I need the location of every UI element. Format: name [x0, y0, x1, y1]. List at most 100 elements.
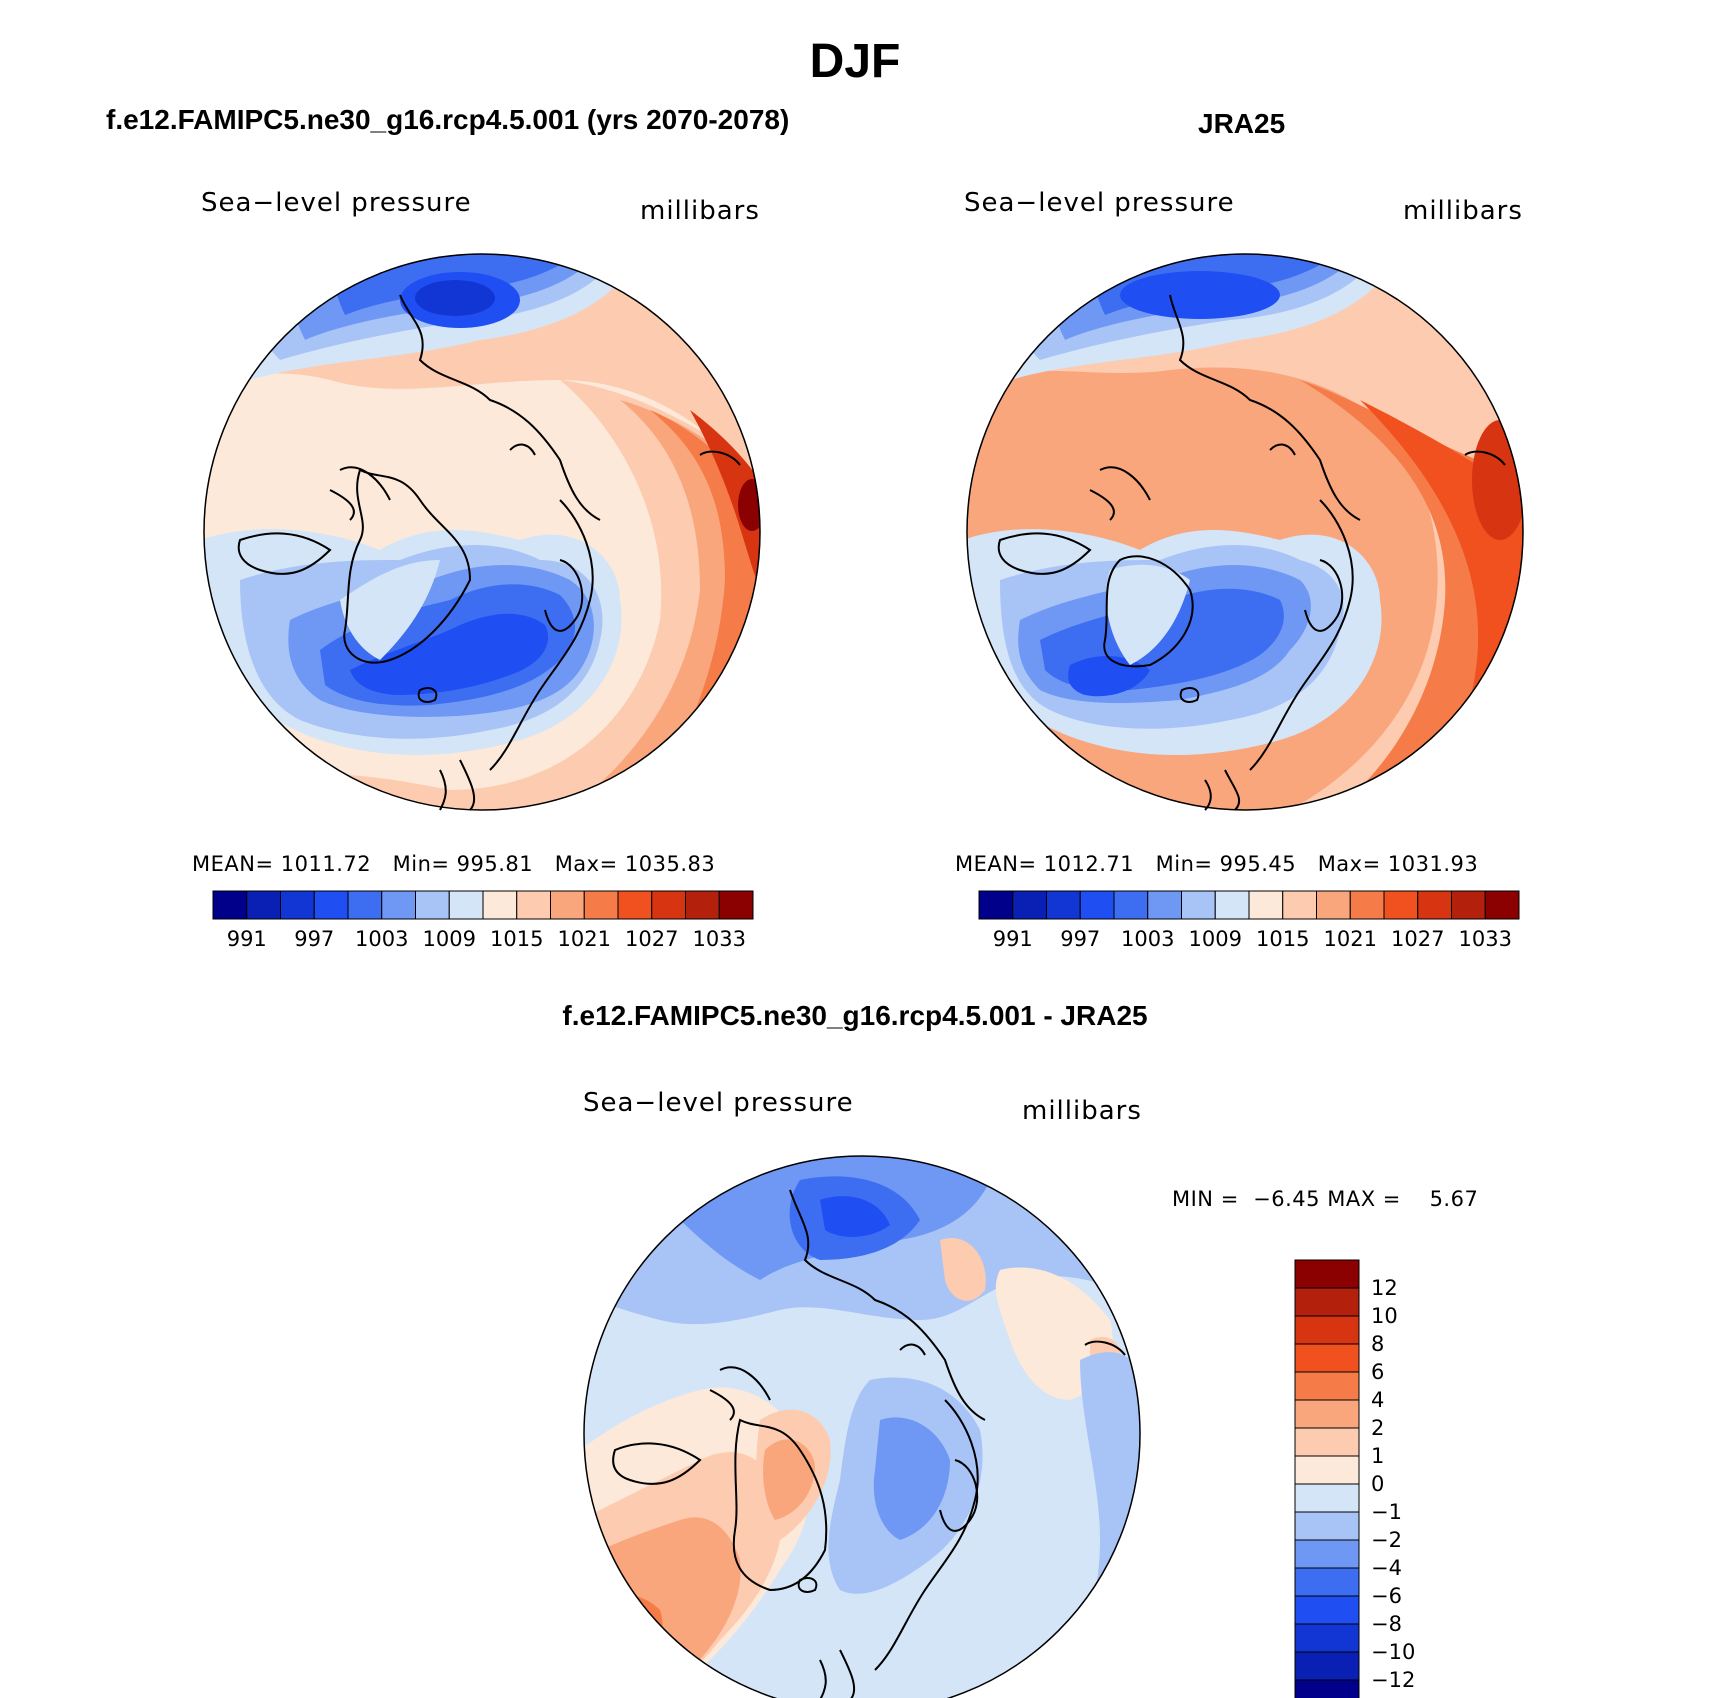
colorbar-swatch [1383, 890, 1419, 920]
colorbar-tick-label: 1033 [692, 927, 746, 951]
colorbar-swatch [246, 890, 281, 920]
panel-3-title: f.e12.FAMIPC5.ne30_g16.rcp4.5.001 - JRA2… [562, 1000, 1148, 1031]
colorbar-tick-label: 997 [1060, 927, 1101, 951]
colorbar-tick-label: 1009 [1188, 927, 1242, 951]
colorbar-swatch [1316, 890, 1351, 920]
colorbar-tick-label: 1027 [1391, 927, 1445, 951]
colorbar-swatch [1294, 1315, 1360, 1345]
colorbar-tick-label: 997 [294, 927, 335, 951]
colorbar-tick-label: 10 [1371, 1304, 1398, 1328]
colorbar-tick-label: 1015 [490, 927, 544, 951]
colorbar-swatch [448, 890, 484, 920]
colorbar-swatch [1079, 890, 1115, 920]
colorbar-swatch [313, 890, 349, 920]
colorbar-swatch [718, 890, 754, 920]
colorbar-swatch [1451, 890, 1486, 920]
colorbar-tick-label: 1021 [557, 927, 611, 951]
colorbar-swatch [1181, 890, 1216, 920]
panel-3-coastlines [612, 1189, 1126, 1698]
colorbar-swatch [1294, 1259, 1360, 1289]
panel-1-boundary [203, 253, 761, 811]
panel-2-coastlines [997, 294, 1506, 811]
colorbar-swatch [1248, 890, 1284, 920]
panel-2-boundary [966, 253, 1524, 811]
panel-1-title: f.e12.FAMIPC5.ne30_g16.rcp4.5.001 (yrs 2… [106, 104, 790, 135]
panel-1-colorbar [212, 890, 754, 920]
colorbar-tick-label: 0 [1371, 1472, 1385, 1496]
colorbar-tick-label: −4 [1371, 1556, 1402, 1580]
colorbar-swatch [1294, 1455, 1360, 1485]
colorbar-tick-label: −1 [1371, 1500, 1402, 1524]
colorbar-tick-label: −10 [1371, 1640, 1416, 1664]
colorbar-swatch [1349, 890, 1385, 920]
colorbar-tick-label: 1 [1371, 1444, 1385, 1468]
panel-2-variable: Sea−level pressure [964, 188, 1235, 218]
colorbar-swatch [583, 890, 619, 920]
panel-2-units: millibars [1403, 196, 1523, 226]
colorbar-swatch [1294, 1427, 1360, 1457]
colorbar-swatch [212, 890, 248, 920]
colorbar-swatch [1282, 890, 1317, 920]
colorbar-tick-label: −2 [1371, 1528, 1402, 1552]
colorbar-swatch [1294, 1371, 1360, 1401]
panel-2-colorbar [978, 890, 1520, 920]
colorbar-tick-label: −8 [1371, 1612, 1402, 1636]
colorbar-swatch [516, 890, 551, 920]
colorbar-swatch [978, 890, 1014, 920]
colorbar-swatch [1294, 1595, 1360, 1625]
colorbar-swatch [1294, 1651, 1360, 1681]
colorbar-swatch [1113, 890, 1149, 920]
colorbar-tick-label: 1033 [1458, 927, 1512, 951]
panel-2-title: JRA25 [1198, 108, 1286, 139]
figure-title: DJF [809, 35, 901, 88]
colorbar-swatch [1147, 890, 1182, 920]
colorbar-tick-label: 1015 [1256, 927, 1310, 951]
panel-3-map [584, 1156, 1140, 1698]
colorbar-tick-label: 991 [226, 927, 267, 951]
panel-2-stats: MEAN= 1012.71 Min= 995.45 Max= 1031.93 [955, 852, 1479, 876]
colorbar-tick-label: 991 [992, 927, 1033, 951]
colorbar-swatch [280, 890, 315, 920]
colorbar-swatch [1012, 890, 1047, 920]
colorbar-tick-label: 2 [1371, 1416, 1385, 1440]
panel-3-boundary [583, 1155, 1141, 1698]
panel-1-units: millibars [640, 196, 760, 226]
colorbar-swatch [651, 890, 686, 920]
colorbar-swatch [1484, 890, 1520, 920]
colorbar-swatch [381, 890, 416, 920]
colorbar-tick-label: 1003 [1121, 927, 1175, 951]
colorbar-tick-label: 1003 [355, 927, 409, 951]
panel-1-map [204, 254, 760, 810]
colorbar-swatch [1046, 890, 1081, 920]
panel-2-map [967, 254, 1523, 810]
colorbar-tick-label: 1009 [422, 927, 476, 951]
colorbar-tick-label: 1027 [625, 927, 679, 951]
panel-3-variable: Sea−level pressure [583, 1088, 854, 1118]
colorbar-tick-label: 4 [1371, 1388, 1385, 1412]
colorbar-swatch [1294, 1567, 1360, 1597]
colorbar-tick-label: 8 [1371, 1332, 1385, 1356]
panel-1-coastlines [237, 294, 741, 811]
colorbar-swatch [1214, 890, 1250, 920]
colorbar-tick-label: 1021 [1323, 927, 1377, 951]
colorbar-tick-label: 6 [1371, 1360, 1385, 1384]
colorbar-swatch [1294, 1287, 1360, 1317]
colorbar-tick-label: 12 [1371, 1276, 1398, 1300]
panel-1-stats: MEAN= 1011.72 Min= 995.81 Max= 1035.83 [192, 852, 716, 876]
colorbar-swatch [1294, 1511, 1360, 1541]
colorbar-swatch [1294, 1623, 1360, 1653]
panel-1-variable: Sea−level pressure [201, 188, 472, 218]
colorbar-tick-label: −6 [1371, 1584, 1402, 1608]
colorbar-swatch [1294, 1343, 1360, 1373]
colorbar-swatch [1417, 890, 1452, 920]
colorbar-swatch [347, 890, 383, 920]
colorbar-swatch [1294, 1399, 1360, 1429]
panel-3-units: millibars [1022, 1096, 1142, 1126]
colorbar-swatch [1294, 1679, 1360, 1698]
colorbar-swatch [482, 890, 518, 920]
colorbar-swatch [550, 890, 585, 920]
colorbar-swatch [1294, 1483, 1360, 1513]
colorbar-tick-label: −12 [1371, 1668, 1416, 1692]
panel-3-colorbar [1294, 1259, 1360, 1698]
